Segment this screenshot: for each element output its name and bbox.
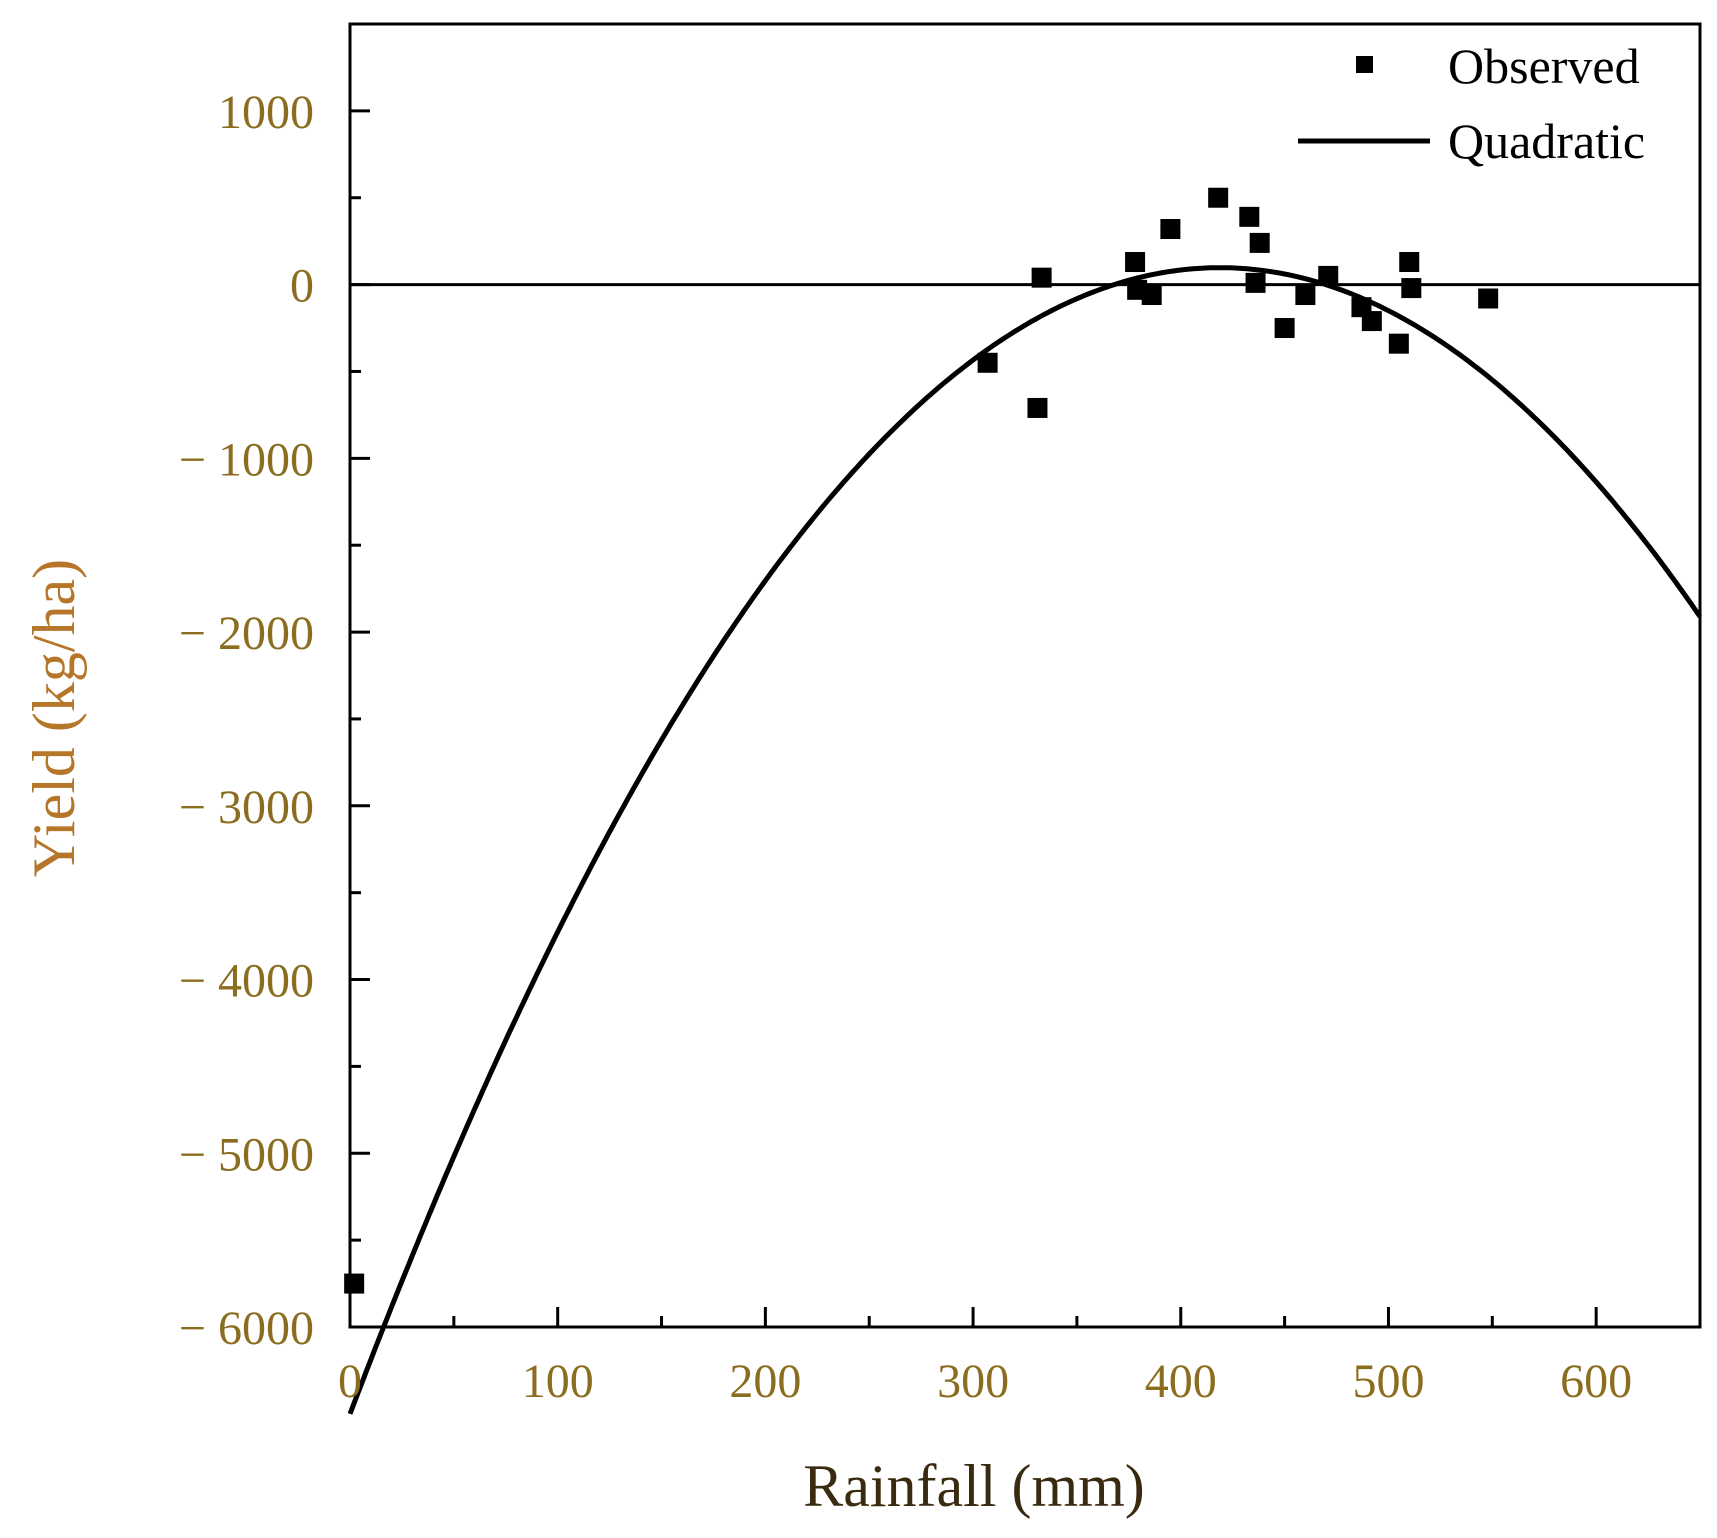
y-tick-label: − 6000 [179,1302,314,1355]
observed-point [1399,252,1420,273]
legend: Observed Quadratic [1298,38,1645,169]
observed-point [1295,285,1316,306]
observed-point [1141,285,1162,306]
observed-point [1318,265,1339,286]
observed-point [1361,311,1382,332]
observed-point [1245,272,1266,293]
y-tick-label: 0 [290,260,314,313]
observed-point [1239,206,1260,227]
observed-point [1125,252,1146,273]
observed-point [1401,278,1422,299]
observed-point [1027,397,1048,418]
x-tick-label: 500 [1352,1355,1424,1408]
y-tick-label: − 4000 [179,955,314,1008]
observed-point [1478,288,1499,309]
y-tick-label: − 5000 [179,1128,314,1181]
legend-marker-observed [1356,56,1373,73]
x-axis-title: Rainfall (mm) [803,1453,1145,1519]
x-tick-label: 0 [338,1355,362,1408]
observed-point [1388,333,1409,354]
observed-points [344,187,1499,1294]
plot-frame [348,22,1702,1329]
quadratic-curve [347,265,1703,1415]
x-tick-label: 100 [522,1355,594,1408]
observed-point [977,352,998,373]
x-tick-label: 600 [1560,1355,1632,1408]
x-tick-labels: 0 100 200 300 400 500 600 [338,1355,1632,1408]
observed-point [344,1273,365,1294]
observed-point [1274,318,1295,339]
y-tick-label: − 1000 [179,433,314,486]
quadratic-fit-line [347,265,1703,1415]
x-tick-label: 200 [729,1355,801,1408]
y-tick-label: − 3000 [179,781,314,834]
x-axis-ticks [348,1307,1702,1327]
legend-label-observed: Observed [1448,38,1640,94]
observed-point [1208,187,1229,208]
observed-point [1160,219,1181,240]
y-tick-label: − 2000 [179,607,314,660]
x-tick-label: 400 [1145,1355,1217,1408]
y-axis-ticks [350,22,370,1329]
y-tick-labels: 1000 0 − 1000 − 2000 − 3000 − 4000 − 5000 − 600… [179,86,314,1355]
legend-label-quadratic: Quadratic [1448,113,1645,169]
y-tick-label: 1000 [218,86,314,139]
x-tick-label: 300 [937,1355,1009,1408]
observed-point [1031,267,1052,288]
y-axis-title: Yield (kg/ha) [21,559,87,877]
observed-point [1249,232,1270,253]
